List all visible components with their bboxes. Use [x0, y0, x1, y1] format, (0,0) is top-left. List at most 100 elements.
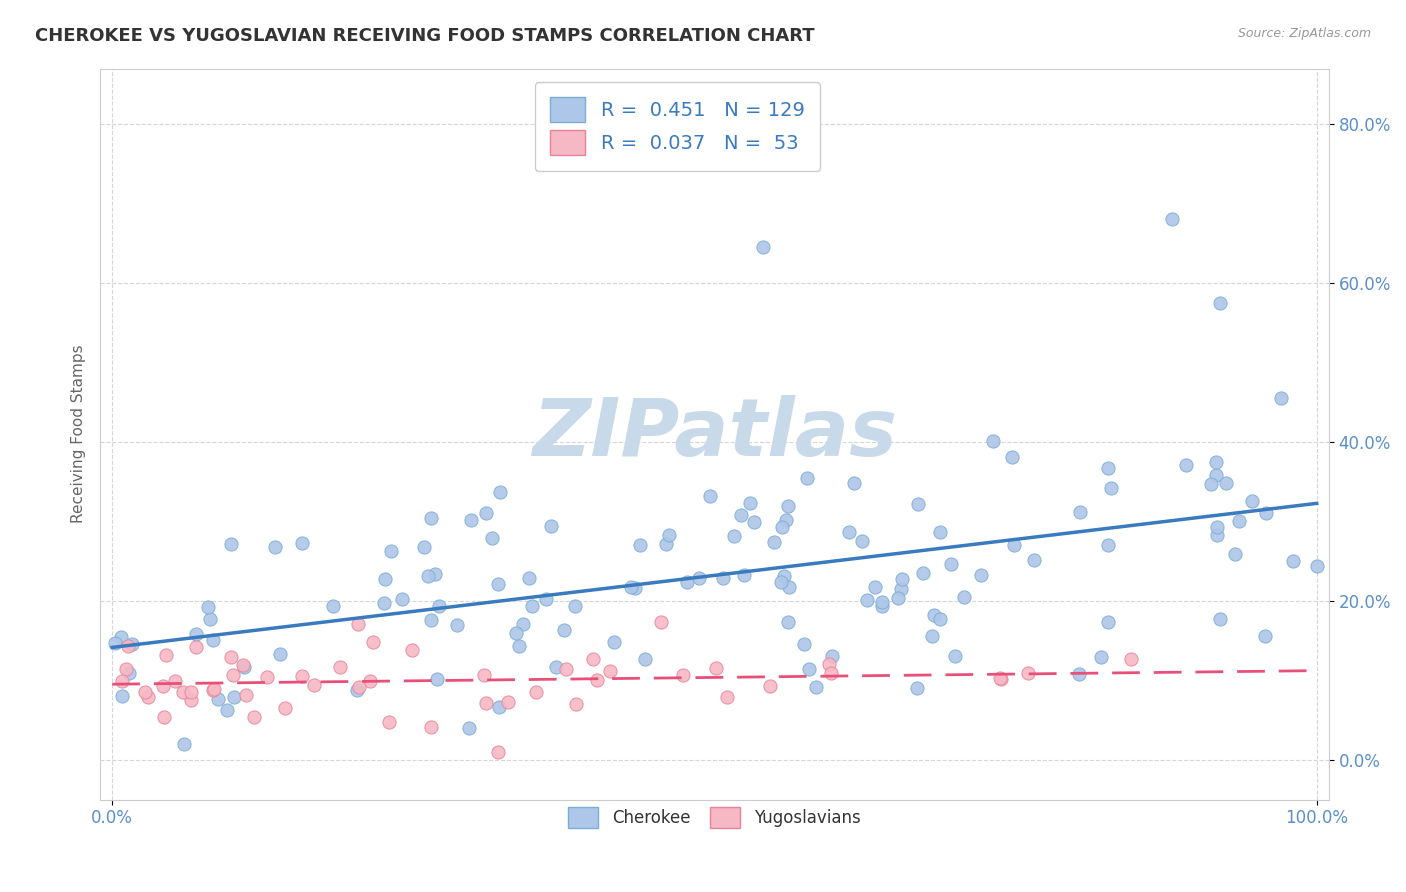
Point	[890, 572, 912, 586]
Point	[202, 683, 225, 698]
Point	[274, 701, 297, 715]
Point	[619, 580, 641, 594]
Point	[520, 599, 543, 614]
Point	[778, 615, 800, 629]
Point	[1281, 553, 1303, 567]
Point	[243, 709, 266, 723]
Point	[838, 524, 860, 539]
Point	[519, 571, 541, 585]
Point	[446, 617, 468, 632]
Point	[115, 662, 138, 676]
Point	[153, 710, 176, 724]
Point	[1206, 528, 1229, 542]
Point	[907, 497, 929, 511]
Point	[778, 499, 800, 513]
Point	[457, 722, 479, 736]
Point	[232, 659, 254, 673]
Point	[820, 666, 842, 681]
Point	[373, 596, 395, 610]
Point	[222, 690, 245, 704]
Point	[204, 682, 226, 697]
Point	[474, 506, 496, 520]
Point	[346, 683, 368, 698]
Point	[759, 680, 782, 694]
Point	[269, 648, 291, 662]
Point	[198, 612, 221, 626]
Point	[1205, 455, 1227, 469]
Point	[733, 568, 755, 582]
Point	[921, 630, 943, 644]
Text: Source: ZipAtlas.com: Source: ZipAtlas.com	[1237, 27, 1371, 40]
Point	[603, 635, 626, 649]
Point	[486, 577, 509, 591]
Point	[796, 471, 818, 485]
Point	[329, 660, 352, 674]
Point	[256, 670, 278, 684]
Point	[769, 575, 792, 590]
Point	[412, 540, 434, 554]
Point	[180, 693, 202, 707]
Point	[378, 715, 401, 730]
Point	[349, 681, 371, 695]
Point	[924, 608, 946, 623]
Point	[564, 599, 586, 613]
Point	[512, 617, 534, 632]
Point	[1209, 296, 1232, 310]
Point	[1227, 514, 1250, 528]
Point	[1069, 666, 1091, 681]
Point	[751, 240, 773, 254]
Point	[419, 510, 441, 524]
Point	[380, 544, 402, 558]
Point	[374, 572, 396, 586]
Point	[134, 685, 156, 699]
Point	[565, 698, 588, 712]
Point	[1305, 558, 1327, 573]
Point	[1099, 482, 1122, 496]
Point	[711, 571, 734, 585]
Point	[117, 639, 139, 653]
Point	[1002, 538, 1025, 552]
Point	[420, 720, 443, 734]
Point	[222, 668, 245, 682]
Point	[624, 582, 647, 596]
Point	[740, 496, 762, 510]
Text: CHEROKEE VS YUGOSLAVIAN RECEIVING FOOD STAMPS CORRELATION CHART: CHEROKEE VS YUGOSLAVIAN RECEIVING FOOD S…	[35, 27, 814, 45]
Point	[855, 593, 877, 607]
Point	[155, 648, 177, 662]
Point	[905, 681, 928, 696]
Point	[887, 591, 910, 606]
Point	[704, 660, 727, 674]
Point	[111, 689, 134, 703]
Point	[775, 513, 797, 527]
Point	[628, 538, 651, 552]
Point	[173, 737, 195, 751]
Point	[1119, 651, 1142, 665]
Point	[488, 484, 510, 499]
Point	[474, 667, 496, 681]
Point	[554, 662, 576, 676]
Legend: Cherokee, Yugoslavians: Cherokee, Yugoslavians	[562, 800, 868, 835]
Point	[804, 680, 827, 694]
Point	[1199, 477, 1222, 491]
Point	[770, 520, 793, 534]
Point	[202, 632, 225, 647]
Point	[655, 537, 678, 551]
Point	[526, 685, 548, 699]
Point	[419, 613, 441, 627]
Point	[1205, 520, 1227, 534]
Text: ZIPatlas: ZIPatlas	[531, 395, 897, 473]
Point	[401, 643, 423, 657]
Point	[219, 537, 242, 551]
Point	[427, 599, 450, 614]
Point	[184, 627, 207, 641]
Point	[988, 671, 1011, 685]
Point	[1097, 461, 1119, 475]
Point	[1270, 391, 1292, 405]
Point	[851, 533, 873, 548]
Point	[136, 690, 159, 705]
Point	[264, 540, 287, 554]
Point	[426, 672, 449, 686]
Point	[723, 529, 745, 543]
Point	[235, 688, 257, 702]
Point	[1254, 629, 1277, 643]
